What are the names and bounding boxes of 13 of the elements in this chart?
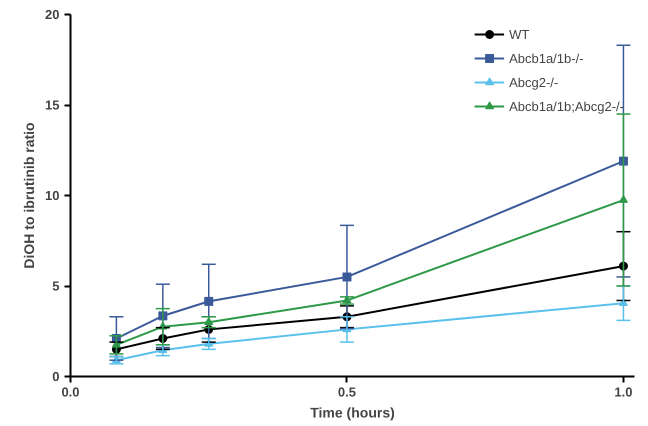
x-tick-label: 0.5 [338,384,356,400]
x-axis-title: Time (hours) [310,404,395,420]
y-tick-label: 5 [52,278,60,294]
x-tick-label: 0.0 [61,384,80,400]
y-tick-label: 10 [45,188,60,203]
legend-label: Abcg2-/- [509,74,558,90]
y-tick-label: 20 [45,7,60,22]
y-axis-title: DiOH to ibrutinib ratio [21,122,38,269]
x-tick-label: 1.0 [614,384,632,400]
y-tick-label: 15 [45,98,60,112]
legend-label: WT [509,26,530,42]
legend-label: Abcb1a/1b-/- [509,50,584,66]
y-tick-label: 0 [52,369,60,384]
